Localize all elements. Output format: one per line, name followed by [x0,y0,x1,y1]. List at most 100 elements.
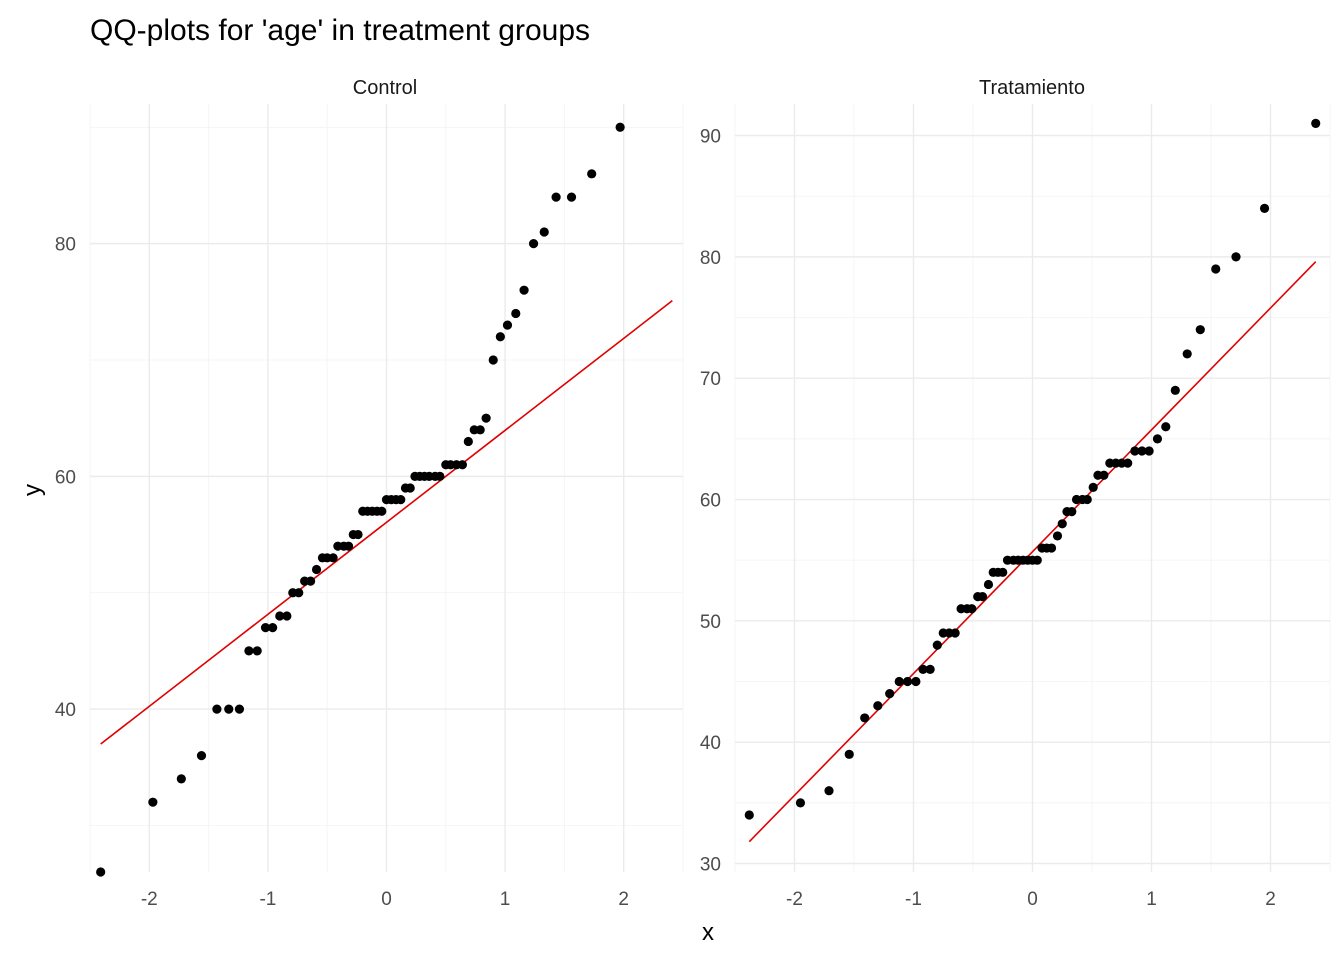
data-point [873,701,883,711]
data-point [1082,494,1092,505]
y-tick-label: 90 [700,127,721,148]
data-point [1137,446,1147,456]
data-point [463,436,473,447]
data-point [1032,555,1042,565]
y-tick-label: 60 [55,467,76,488]
data-point [328,553,338,563]
data-point [824,786,834,796]
x-tick-label: 0 [1027,889,1038,910]
y-tick-label: 50 [700,612,721,633]
x-tick-label: 2 [1265,889,1276,910]
y-tick-label: 70 [700,369,721,390]
data-point [377,506,387,516]
data-point [435,471,445,481]
data-point [305,576,316,586]
y-tick-label: 40 [700,733,721,754]
data-point [176,774,186,784]
x-tick-label: 0 [381,889,392,910]
data-point [998,567,1008,577]
data-point [511,308,521,319]
x-tick-label: -1 [259,889,276,910]
data-point [950,628,960,638]
data-point [911,676,921,687]
data-point [405,483,415,493]
data-point [902,676,913,687]
x-ticks-control: -2 -1 0 1 2 [141,889,629,910]
data-point [475,425,485,435]
y-tick-label: 80 [55,235,76,256]
data-point [353,529,363,540]
data-point [502,320,513,330]
points-control [96,122,625,877]
data-point [967,604,977,614]
reference-line-tratamiento [748,261,1317,843]
data-point [1161,422,1171,432]
data-point [244,646,254,656]
y-tick-label: 60 [700,491,721,512]
data-point [1259,203,1270,213]
data-point [343,541,354,551]
data-point [1170,385,1180,395]
data-point [1046,543,1057,553]
data-point [196,751,207,761]
data-point [252,646,262,656]
strip-label-tratamiento: Tratamiento [979,77,1085,99]
x-tick-label: -1 [905,889,922,910]
data-point [1130,446,1140,456]
y-ticks-control: 40 60 80 [55,235,76,721]
data-point [1144,446,1154,456]
data-point [977,591,988,602]
data-point [396,495,406,505]
data-point [282,611,292,621]
data-point [844,749,854,759]
reference-line-control [100,300,673,745]
panel-tratamiento: Tratamiento 30 40 50 60 70 80 90 -2 -1 0 1 2 [700,77,1331,910]
x-tick-label: -2 [141,889,158,910]
data-point [212,704,222,714]
data-point [148,797,158,807]
data-point [983,579,994,590]
panel-control: Control 40 60 80 -2 -1 0 1 2 [55,77,684,910]
data-point [224,704,234,714]
data-point [96,867,106,877]
y-tick-label: 40 [55,700,76,721]
data-point [885,689,895,699]
data-point [260,623,271,633]
x-tick-label: 1 [1146,889,1157,910]
data-point [268,623,278,633]
y-tick-label: 30 [700,855,721,876]
data-point [1052,531,1063,541]
data-point [519,285,529,295]
data-point [488,355,498,365]
data-point [1311,118,1321,129]
data-point [528,239,539,249]
x-tick-label: -2 [786,889,803,910]
chart-title: QQ-plots for 'age' in treatment groups [90,14,590,47]
data-point [587,169,597,179]
points-tratamiento [744,118,1321,820]
x-tick-label: 2 [618,889,629,910]
data-point [918,664,928,674]
data-point [1182,349,1192,359]
data-point [795,798,806,808]
grid-tratamiento [734,104,1331,872]
data-point [551,192,561,202]
data-point [1057,519,1067,529]
y-tick-label: 80 [700,248,721,269]
data-point [860,713,870,723]
data-point [1152,434,1163,444]
x-tick-label: 1 [500,889,511,910]
data-point [457,460,468,470]
data-point [615,122,625,132]
qq-reference-line [100,300,673,745]
data-point [311,564,322,575]
data-point [294,588,304,598]
data-point [539,227,549,237]
data-point [566,192,577,202]
data-point [1231,252,1241,262]
data-point [1195,325,1205,335]
data-point [234,704,245,714]
data-point [1099,470,1109,480]
x-axis-title: x [702,919,714,946]
